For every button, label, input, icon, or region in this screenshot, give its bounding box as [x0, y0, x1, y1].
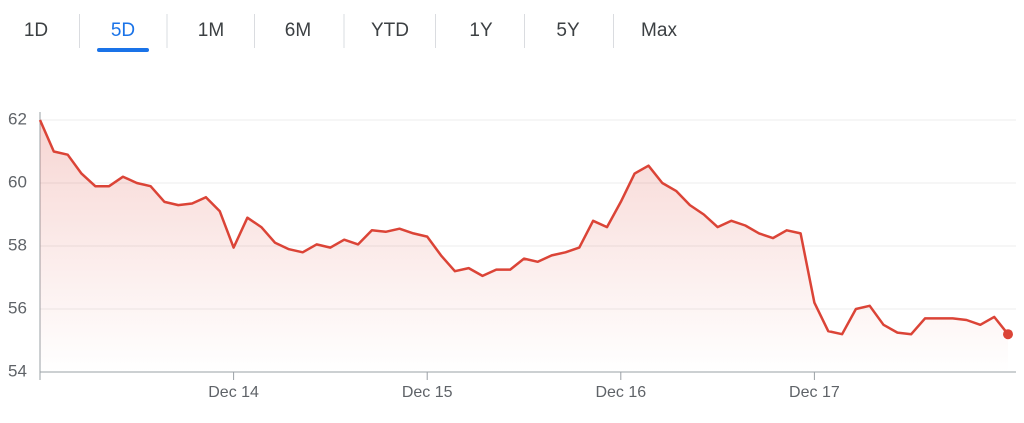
y-tick-label: 54 [8, 361, 27, 380]
y-tick-label: 60 [8, 172, 27, 191]
tab[interactable]: 1D [24, 20, 48, 41]
x-tick-label: Dec 14 [208, 384, 259, 401]
tab[interactable]: Max [641, 20, 677, 41]
tab[interactable]: 1Y [469, 20, 493, 41]
tab[interactable]: 5D [111, 20, 135, 41]
tab[interactable]: 1M [198, 20, 224, 41]
price-line [38, 119, 1009, 336]
x-tick-label: Dec 15 [402, 384, 453, 401]
y-tick-label: 58 [8, 235, 27, 254]
tab[interactable]: YTD [371, 20, 409, 41]
last-point [1003, 329, 1013, 340]
tab[interactable]: 6M [285, 20, 311, 41]
area-fill [40, 120, 1008, 372]
y-tick-label: 62 [8, 109, 27, 128]
tab-indicator [97, 48, 149, 52]
tab[interactable]: 5Y [556, 20, 580, 41]
x-tick-label: Dec 16 [595, 384, 646, 401]
y-tick-label: 56 [8, 298, 27, 317]
x-tick-label: Dec 17 [789, 384, 840, 401]
